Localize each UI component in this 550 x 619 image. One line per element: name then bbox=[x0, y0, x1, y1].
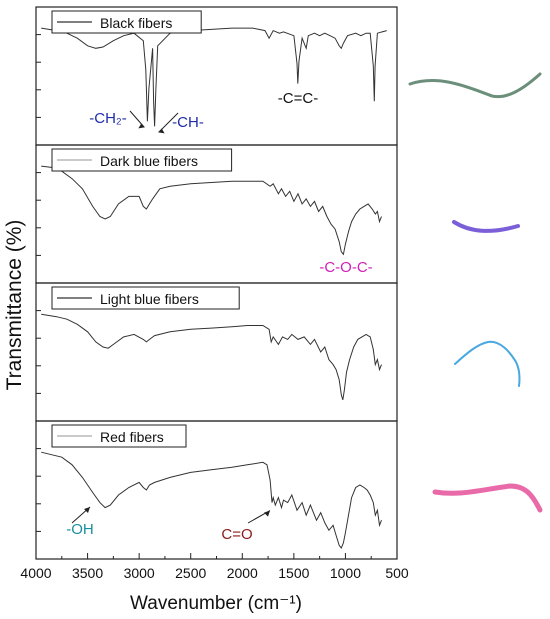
annotation-label: -OH bbox=[66, 521, 94, 538]
x-tick-label: 1500 bbox=[278, 565, 309, 581]
annotation: -CH- bbox=[158, 112, 204, 134]
spectrum-line bbox=[41, 313, 382, 401]
annotation-arrowhead bbox=[158, 128, 165, 134]
annotation-label: -CH₂- bbox=[89, 110, 126, 127]
legend-label: Black fibers bbox=[100, 15, 172, 31]
x-axis-label: Wavenumber (cm⁻¹) bbox=[130, 593, 302, 614]
x-tick-label: 4000 bbox=[20, 565, 51, 581]
panel-1: Black fibers -CH₂- -CH- -C=C- bbox=[35, 6, 398, 146]
annotation-label: -C-O-C- bbox=[319, 259, 372, 276]
black-fiber-photo bbox=[408, 72, 542, 99]
spectrum-line bbox=[41, 165, 382, 256]
panel-3: Light blue fibers bbox=[35, 282, 398, 422]
legend-label: Dark blue fibers bbox=[100, 153, 198, 169]
legend-label: Red fibers bbox=[100, 429, 164, 445]
x-tick-label: 500 bbox=[385, 565, 409, 581]
x-tick-label: 2000 bbox=[227, 565, 258, 581]
x-tick-label: 3500 bbox=[72, 565, 103, 581]
light-blue-fiber-photo bbox=[454, 340, 521, 387]
annotation-arrowhead bbox=[84, 507, 90, 513]
annotation: -OH bbox=[66, 506, 94, 538]
annotation-arrowhead bbox=[263, 510, 270, 517]
legend-box bbox=[51, 10, 202, 34]
legend-box bbox=[51, 286, 240, 310]
annotation: -C=C- bbox=[278, 90, 318, 107]
x-tick-label: 1000 bbox=[330, 565, 361, 581]
legend: Red fibers bbox=[51, 424, 187, 448]
legend: Dark blue fibers bbox=[51, 148, 233, 172]
panel-4: Red fibers -OH C=O bbox=[35, 420, 398, 560]
annotation-label: C=O bbox=[221, 526, 252, 543]
annotation-label: -C=C- bbox=[278, 90, 318, 107]
annotation: C=O bbox=[221, 510, 271, 543]
annotation: -C-O-C- bbox=[319, 259, 372, 276]
legend-box bbox=[51, 148, 233, 172]
legend: Black fibers bbox=[51, 10, 202, 34]
red-fiber-photo bbox=[432, 483, 543, 513]
y-axis-label: Transmittance (%) bbox=[3, 220, 26, 391]
x-tick-label: 3000 bbox=[124, 565, 155, 581]
panel-2: Dark blue fibers -C-O-C- bbox=[35, 144, 398, 284]
annotation-arrowhead bbox=[138, 123, 145, 129]
legend-box bbox=[51, 424, 187, 448]
annotation-label: -CH- bbox=[172, 114, 204, 131]
legend-label: Light blue fibers bbox=[100, 291, 199, 307]
dark-blue-fiber-photo bbox=[452, 220, 520, 233]
x-tick-label: 2500 bbox=[175, 565, 206, 581]
annotation: -CH₂- bbox=[89, 110, 145, 129]
spectrum-line bbox=[41, 451, 382, 549]
legend: Light blue fibers bbox=[51, 286, 240, 310]
